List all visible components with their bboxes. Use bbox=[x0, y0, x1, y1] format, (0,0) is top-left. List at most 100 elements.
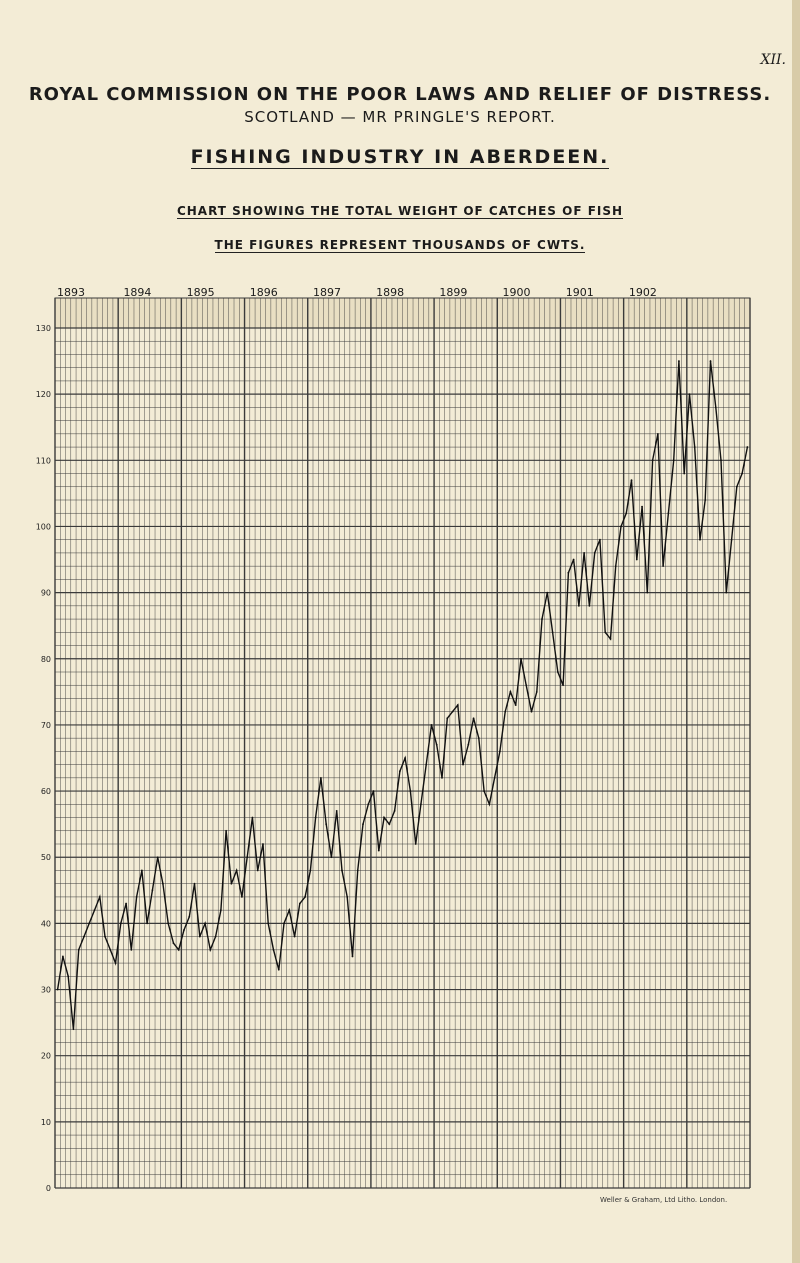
data-point bbox=[177, 948, 180, 951]
data-point bbox=[567, 571, 570, 574]
y-tick-label: 100 bbox=[36, 522, 51, 531]
data-point bbox=[562, 684, 564, 687]
data-point bbox=[409, 790, 412, 792]
data-point bbox=[241, 896, 243, 898]
data-point bbox=[98, 896, 101, 898]
data-point bbox=[198, 935, 201, 938]
data-point bbox=[604, 631, 607, 634]
data-point bbox=[714, 406, 717, 409]
data-point bbox=[388, 823, 391, 826]
data-point bbox=[351, 955, 354, 958]
data-point bbox=[620, 525, 622, 528]
data-point bbox=[541, 618, 543, 620]
data-point bbox=[704, 499, 707, 501]
y-tick-label: 60 bbox=[41, 787, 51, 796]
data-point bbox=[256, 869, 259, 872]
data-point bbox=[577, 604, 580, 607]
data-point bbox=[146, 922, 149, 925]
page-edge bbox=[792, 0, 800, 1263]
data-point bbox=[72, 1028, 75, 1031]
data-point bbox=[67, 975, 70, 978]
data-point bbox=[630, 479, 633, 482]
data-point bbox=[119, 922, 122, 925]
data-point bbox=[393, 810, 396, 812]
data-point bbox=[499, 750, 501, 753]
printer-credit: Weller & Graham, Ltd Litho. London. bbox=[600, 1196, 728, 1204]
data-point bbox=[735, 485, 738, 488]
data-point bbox=[625, 512, 628, 515]
catch-line bbox=[56, 361, 749, 1030]
data-point bbox=[162, 882, 164, 885]
units-note: THE FIGURES REPRESENT THOUSANDS OF CWTS. bbox=[0, 238, 800, 253]
data-point bbox=[330, 856, 333, 859]
data-point bbox=[572, 558, 575, 561]
data-point bbox=[730, 538, 733, 541]
data-point bbox=[509, 690, 512, 693]
data-point bbox=[398, 770, 401, 773]
chart-description: CHART SHOWING THE TOTAL WEIGHT OF CATCHE… bbox=[0, 204, 800, 219]
y-tick-label: 130 bbox=[36, 324, 51, 333]
data-point bbox=[77, 948, 80, 951]
data-point bbox=[720, 459, 722, 462]
data-point bbox=[441, 776, 443, 779]
data-point bbox=[314, 816, 317, 819]
data-point bbox=[156, 856, 159, 859]
data-point bbox=[504, 710, 507, 713]
data-point bbox=[304, 896, 306, 898]
data-point bbox=[251, 816, 254, 819]
y-tick-label: 10 bbox=[41, 1118, 51, 1127]
subtitle-report: SCOTLAND — MR PRINGLE'S REPORT. bbox=[244, 108, 556, 126]
data-point bbox=[293, 935, 296, 938]
data-point bbox=[151, 889, 154, 892]
data-point bbox=[262, 843, 264, 845]
year-label: 1901 bbox=[566, 286, 594, 299]
data-point bbox=[467, 743, 470, 746]
data-point bbox=[683, 472, 686, 475]
data-point bbox=[588, 604, 591, 607]
chart-description-text: CHART SHOWING THE TOTAL WEIGHT OF CATCHE… bbox=[176, 204, 624, 219]
data-point bbox=[193, 882, 196, 885]
data-point bbox=[667, 512, 670, 515]
data-point bbox=[404, 757, 407, 759]
data-point bbox=[662, 565, 665, 568]
data-point bbox=[135, 896, 138, 898]
data-point bbox=[709, 360, 712, 362]
data-point bbox=[420, 803, 422, 806]
units-note-text: THE FIGURES REPRESENT THOUSANDS OF CWTS. bbox=[214, 238, 586, 253]
data-point bbox=[483, 790, 486, 792]
data-point bbox=[172, 942, 175, 945]
data-point bbox=[383, 816, 385, 819]
data-point bbox=[477, 737, 480, 740]
data-point bbox=[514, 704, 517, 706]
data-point bbox=[83, 935, 85, 938]
main-title: ROYAL COMMISSION ON THE POOR LAWS AND RE… bbox=[28, 84, 772, 105]
data-point bbox=[246, 856, 249, 859]
data-point bbox=[277, 968, 280, 971]
data-point bbox=[472, 717, 475, 720]
data-point bbox=[183, 929, 185, 931]
data-point bbox=[204, 922, 206, 925]
data-point bbox=[535, 690, 538, 693]
data-point bbox=[435, 743, 438, 746]
data-point bbox=[609, 638, 612, 640]
year-label: 1902 bbox=[629, 286, 657, 299]
data-point bbox=[425, 763, 428, 766]
data-point bbox=[283, 922, 285, 925]
data-point bbox=[493, 776, 496, 779]
data-point bbox=[746, 446, 749, 448]
data-point bbox=[614, 565, 617, 568]
y-tick-label: 0 bbox=[46, 1184, 51, 1193]
data-point bbox=[646, 591, 649, 594]
y-tick-label: 110 bbox=[36, 456, 51, 465]
data-point bbox=[699, 538, 701, 541]
data-point bbox=[488, 803, 491, 806]
data-point bbox=[209, 948, 212, 951]
year-label: 1893 bbox=[57, 286, 85, 299]
data-point bbox=[188, 915, 191, 918]
data-point bbox=[641, 505, 643, 508]
data-point bbox=[456, 704, 459, 706]
data-point bbox=[272, 948, 275, 951]
data-point bbox=[656, 432, 659, 435]
data-point bbox=[335, 810, 338, 812]
data-point bbox=[556, 671, 559, 673]
